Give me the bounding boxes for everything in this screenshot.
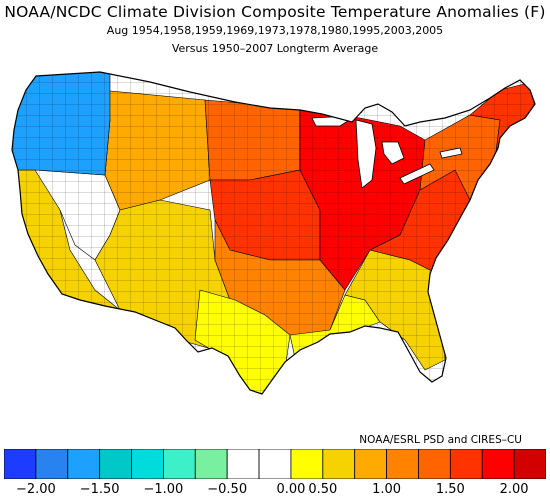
legend-swatch (226, 448, 260, 480)
legend-swatch (67, 448, 101, 480)
legend-swatch (99, 448, 132, 480)
map-title: NOAA/NCDC Climate Division Composite Tem… (4, 3, 546, 21)
legend-swatch (35, 448, 69, 480)
legend-swatch (163, 448, 196, 480)
legend-swatch (449, 448, 483, 480)
legend-tick-label: −0.50 (207, 482, 248, 497)
us-climate-division-map (0, 60, 550, 430)
legend-swatch (194, 448, 228, 480)
us-outline (11, 71, 536, 395)
lake-michigan (355, 119, 377, 189)
legend-tick-label: 0.50 (308, 482, 338, 497)
legend-swatch (3, 448, 37, 480)
legend-tick-label: −1.50 (79, 482, 120, 497)
legend-swatch (513, 448, 547, 480)
lake-ontario (439, 147, 463, 159)
legend-tick-label: 1.00 (372, 482, 402, 497)
legend-swatch (258, 448, 292, 480)
lake-erie (399, 163, 435, 185)
legend-tick-label: 1.50 (435, 482, 465, 497)
legend-swatch (481, 448, 515, 480)
lake-huron (381, 141, 405, 165)
legend-swatch (418, 448, 451, 480)
legend-swatch (386, 448, 419, 480)
data-credit: NOAA/ESRL PSD and CIRES–CU (359, 434, 522, 446)
legend-swatch (131, 448, 164, 480)
legend-tick-label: −2.00 (15, 482, 56, 497)
color-legend (3, 448, 547, 480)
legend-swatch (290, 448, 324, 480)
legend-swatch (354, 448, 387, 480)
map-subtitle-years: Aug 1954,1958,1959,1969,1973,1978,1980,1… (106, 24, 444, 37)
legend-tick-label: 2.00 (499, 482, 529, 497)
legend-tick-label: 0.00 (276, 482, 306, 497)
climate-division-lines (12, 72, 535, 394)
legend-swatch (322, 448, 356, 480)
legend-tick-label: −1.00 (143, 482, 184, 497)
map-subtitle-baseline: Versus 1950–2007 Longterm Average (171, 42, 379, 55)
